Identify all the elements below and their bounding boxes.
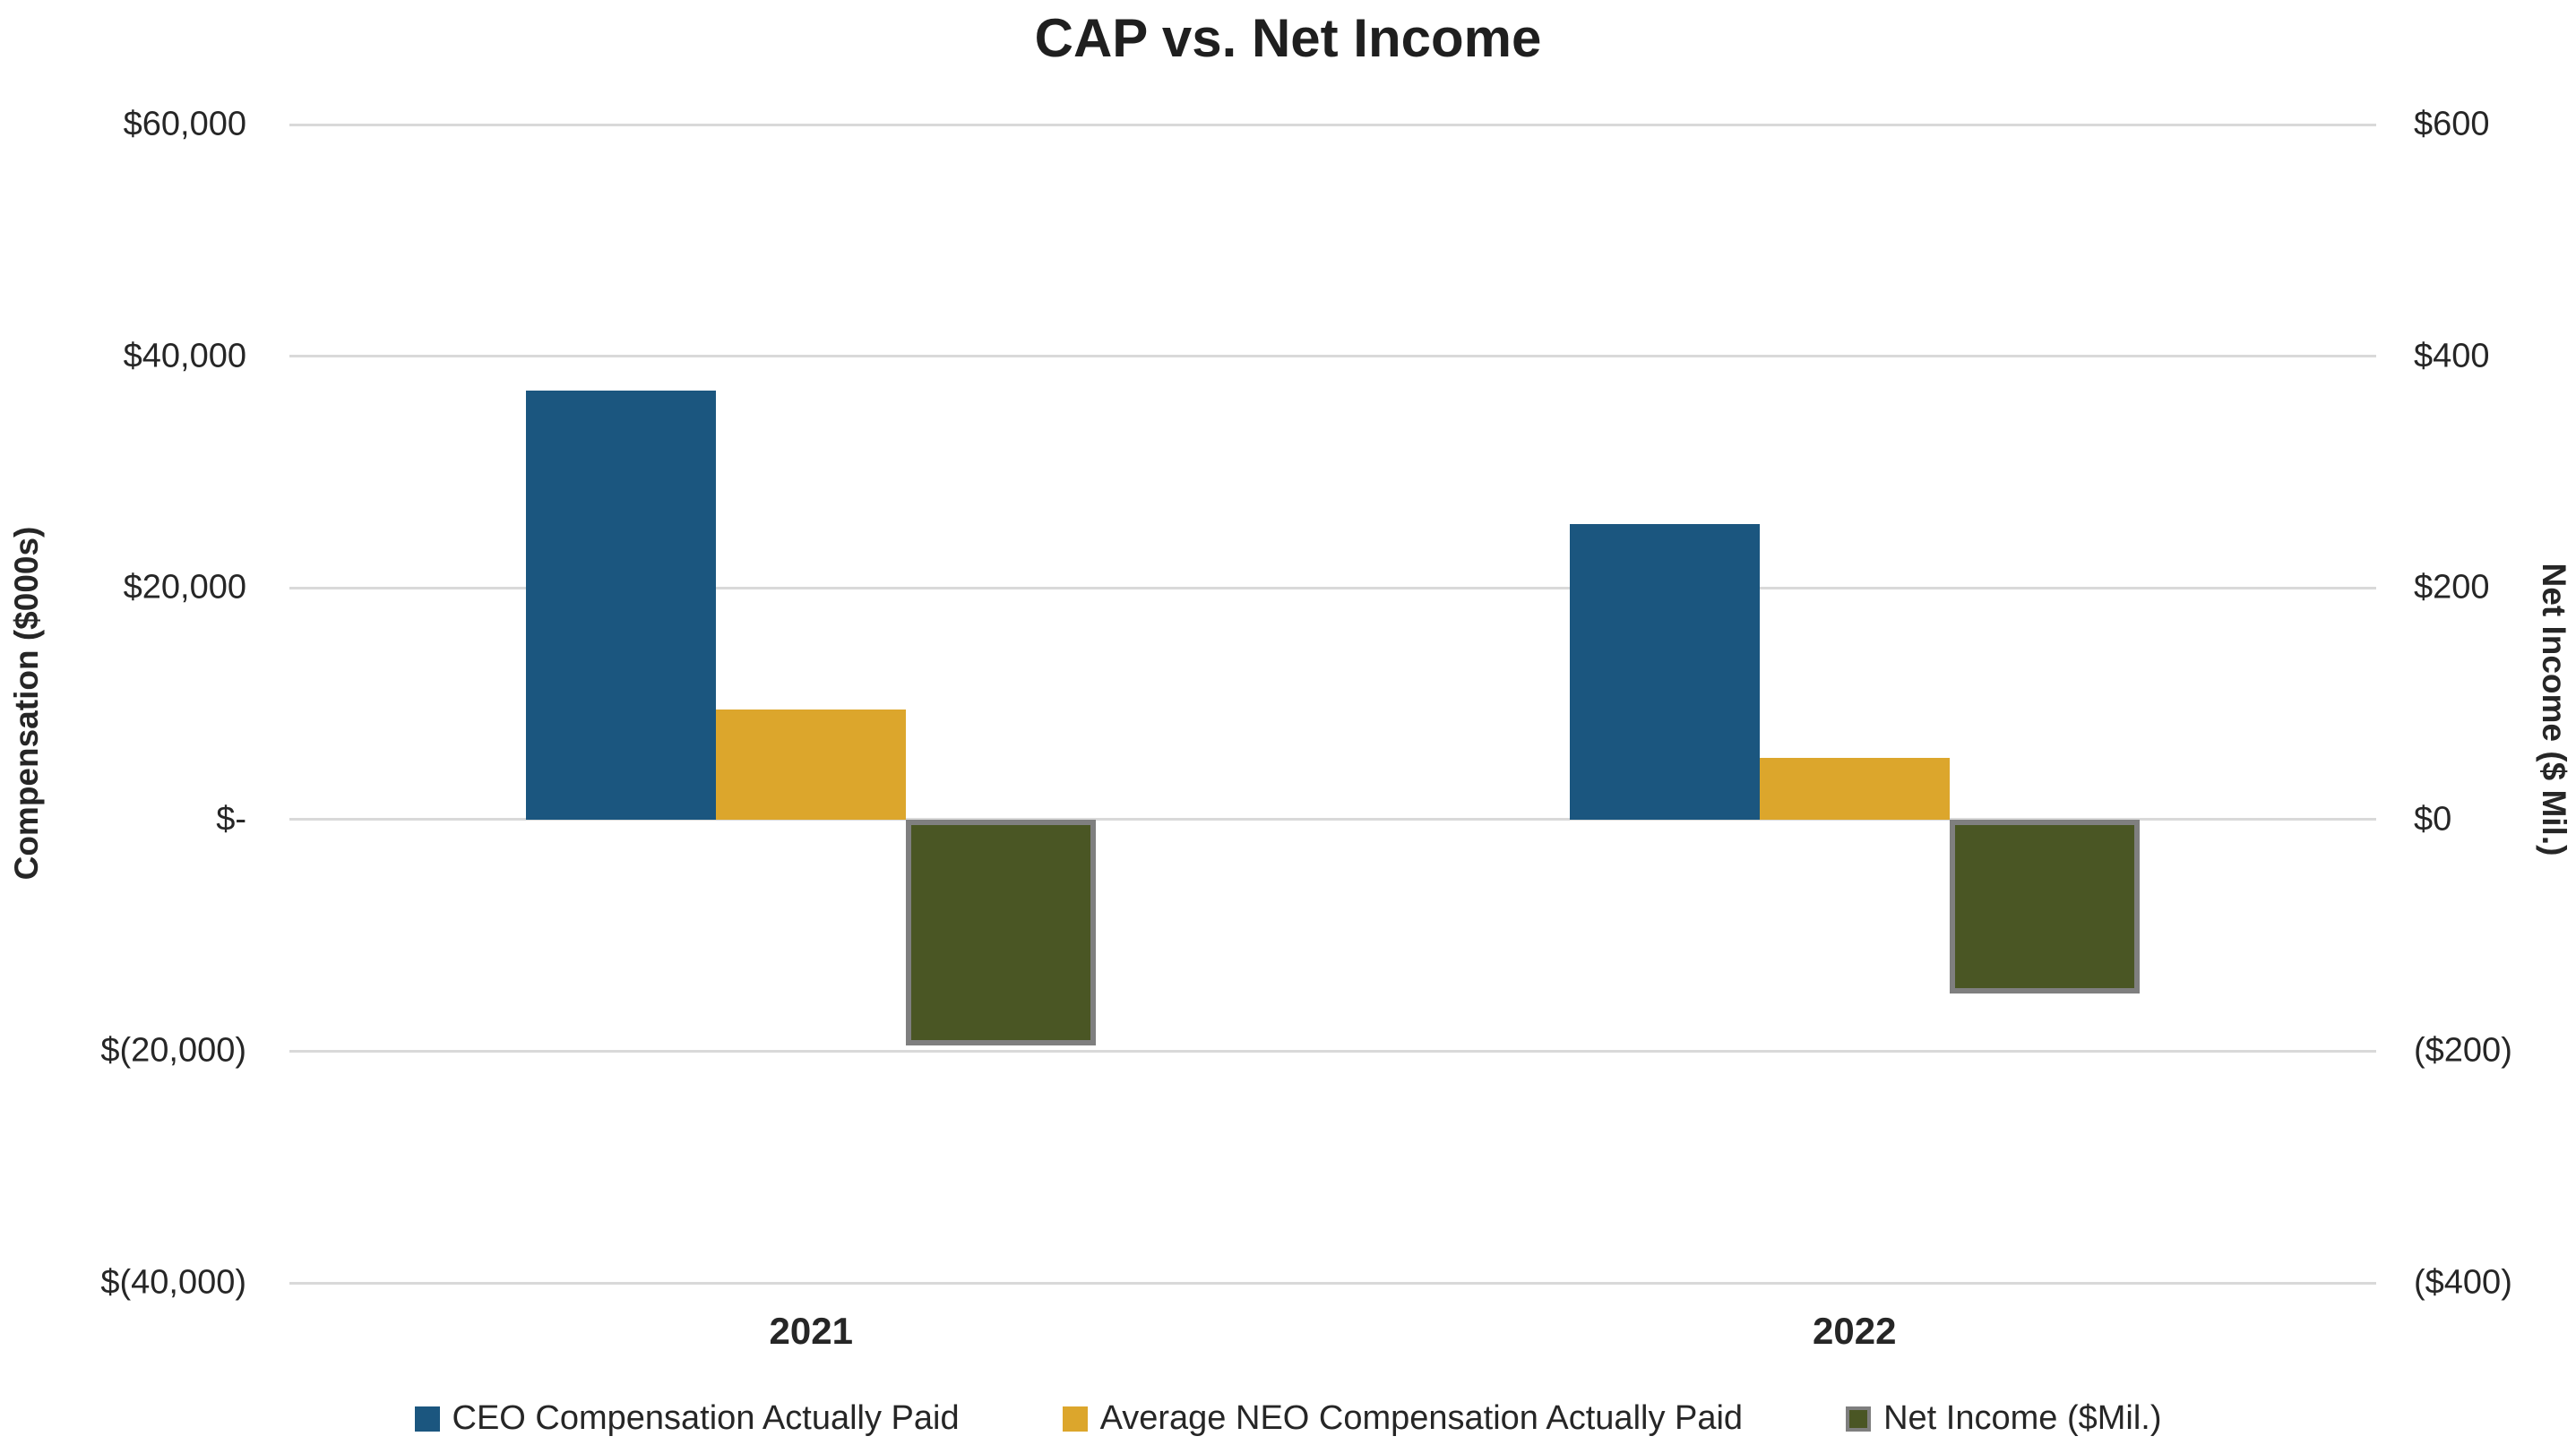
right-axis-tick-label: ($200)	[2414, 1031, 2512, 1070]
right-axis-tick-label: $400	[2414, 337, 2490, 375]
legend-swatch-average-neo-compensation-actually-paid	[1062, 1406, 1088, 1432]
legend-swatch-ceo-compensation-actually-paid	[414, 1406, 440, 1432]
legend-label: CEO Compensation Actually Paid	[452, 1399, 960, 1437]
gridline	[289, 1049, 2376, 1053]
bar-net-income-mil-2022	[1949, 819, 2140, 993]
right-axis-ticks: $600 $400 $200 $0 ($200) ($400)	[2383, 106, 2576, 1302]
gridline	[289, 355, 2376, 358]
bar-net-income-mil-2021	[906, 819, 1097, 1045]
legend-swatch-net-income-mil	[1846, 1406, 1872, 1432]
bar-ceo-compensation-actually-paid-2021	[526, 391, 717, 820]
chart-title: CAP vs. Net Income	[1034, 8, 1542, 68]
right-axis-tick-label: $0	[2414, 800, 2452, 839]
plot-area	[289, 123, 2376, 1285]
bar-average-neo-compensation-actually-paid-2022	[1759, 758, 1950, 820]
left-axis-ticks: $60,000 $40,000 $20,000 $- $(20,000) $(40,000…	[0, 106, 264, 1302]
bar-ceo-compensation-actually-paid-2022	[1569, 524, 1760, 820]
gridline	[289, 586, 2376, 589]
bar-average-neo-compensation-actually-paid-2021	[716, 709, 907, 820]
left-axis-tick-label: $40,000	[123, 337, 246, 375]
left-axis-tick-label: $(20,000)	[100, 1031, 246, 1070]
left-axis-tick-label: $-	[216, 800, 246, 839]
right-axis-tick-label: $200	[2414, 568, 2490, 606]
right-axis-tick-label: ($400)	[2414, 1263, 2512, 1302]
legend-item-net-income-mil: Net Income ($Mil.)	[1846, 1399, 2161, 1438]
legend-label: Average NEO Compensation Actually Paid	[1099, 1399, 1744, 1437]
left-axis-tick-label: $60,000	[123, 105, 246, 143]
x-axis-label-2022: 2022	[1813, 1310, 1897, 1352]
legend-item-average-neo-compensation-actually-paid: Average NEO Compensation Actually Paid	[1062, 1399, 1744, 1438]
gridline	[289, 123, 2376, 126]
legend-item-ceo-compensation-actually-paid: CEO Compensation Actually Paid	[414, 1399, 960, 1438]
x-axis-label-2021: 2021	[769, 1310, 853, 1352]
left-axis-tick-label: $(40,000)	[100, 1263, 246, 1302]
right-axis-tick-label: $600	[2414, 105, 2490, 143]
legend: CEO Compensation Actually Paid Average NE…	[0, 1399, 2576, 1438]
gridline	[289, 818, 2376, 821]
left-axis-tick-label: $20,000	[123, 568, 246, 606]
legend-label: Net Income ($Mil.)	[1883, 1399, 2162, 1437]
gridline	[289, 1281, 2376, 1285]
